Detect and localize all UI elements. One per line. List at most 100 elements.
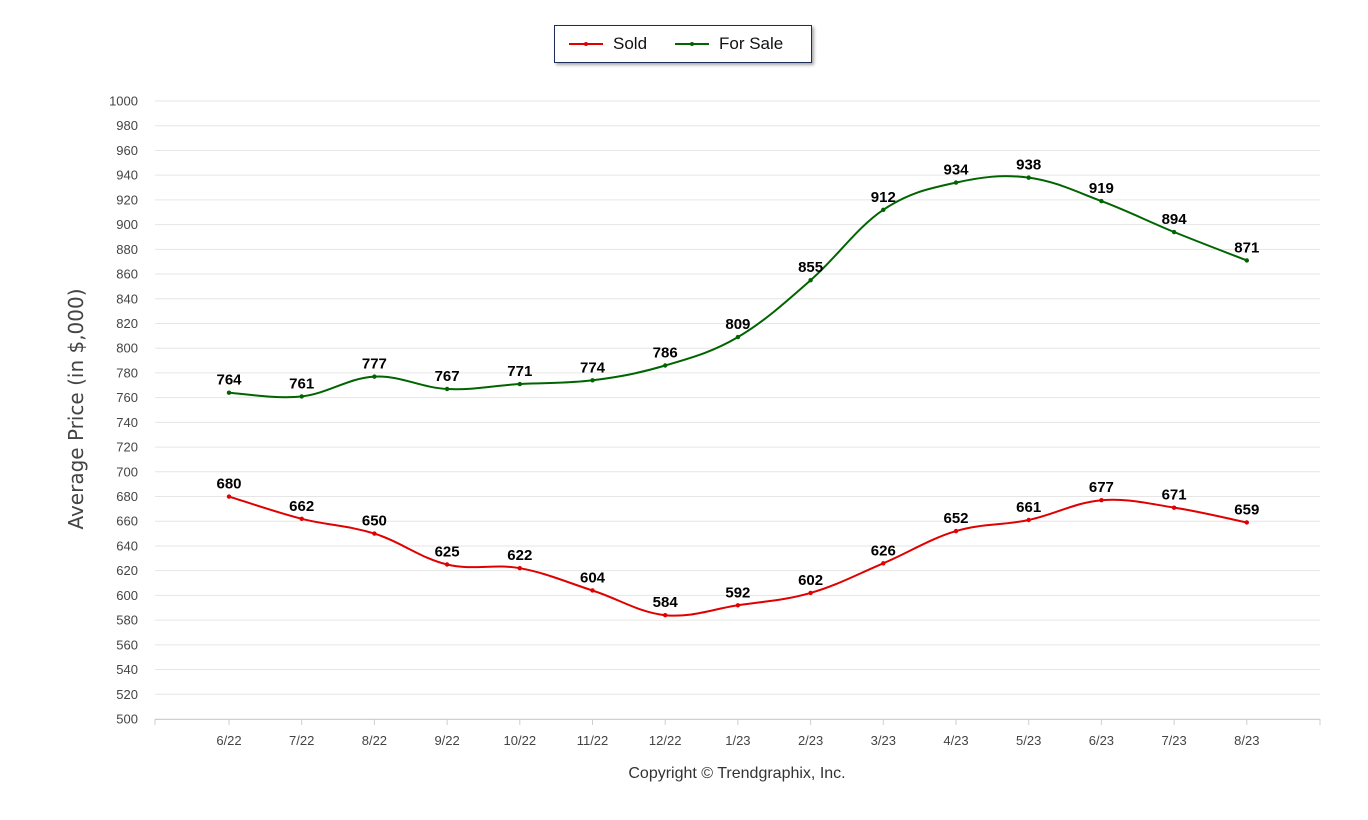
y-tick-label-680: 680 bbox=[116, 489, 138, 504]
data-point-for-sale-9/22 bbox=[444, 386, 450, 392]
data-label-sold-6/23: 677 bbox=[1089, 479, 1114, 496]
data-point-for-sale-7/23 bbox=[1171, 229, 1177, 235]
y-tick-label-580: 580 bbox=[116, 613, 138, 628]
data-label-for-sale-12/22: 786 bbox=[653, 345, 678, 362]
y-axis-label: Average Price (in $,000) bbox=[64, 288, 88, 530]
data-point-for-sale-4/23 bbox=[953, 180, 959, 185]
y-tick-label-860: 860 bbox=[116, 267, 138, 282]
y-tick-label-1000: 1000 bbox=[109, 94, 138, 109]
legend-swatch-sold bbox=[569, 42, 603, 46]
data-point-sold-8/23 bbox=[1244, 520, 1250, 525]
data-label-sold-6/22: 680 bbox=[216, 476, 241, 493]
x-tick-label-6/22: 6/22 bbox=[216, 733, 241, 748]
y-tick-label-540: 540 bbox=[116, 662, 138, 677]
y-tick-label-660: 660 bbox=[116, 514, 138, 529]
y-tick-label-800: 800 bbox=[116, 341, 138, 356]
x-axis: 6/22 7/22 8/22 9/22 10/22 11/22 12/22 1/23 2/23 3… bbox=[154, 719, 1321, 748]
data-label-for-sale-1/23: 809 bbox=[725, 316, 750, 333]
x-tick-label-9/22: 9/22 bbox=[434, 733, 459, 748]
data-point-for-sale-2/23 bbox=[808, 278, 813, 283]
data-label-for-sale-4/23: 934 bbox=[943, 162, 969, 179]
data-label-sold-11/22: 604 bbox=[580, 569, 606, 586]
x-tick-label-5/23: 5/23 bbox=[1016, 733, 1041, 748]
data-label-for-sale-8/22: 777 bbox=[362, 356, 387, 373]
data-label-for-sale-3/23: 912 bbox=[871, 189, 896, 206]
data-label-for-sale-5/23: 938 bbox=[1016, 157, 1041, 174]
data-point-sold-12/22 bbox=[663, 612, 668, 618]
y-tick-label-560: 560 bbox=[116, 637, 138, 652]
data-label-sold-1/23: 592 bbox=[725, 584, 750, 601]
data-point-sold-7/23 bbox=[1171, 505, 1177, 510]
x-tick-label-4/23: 4/23 bbox=[943, 733, 968, 748]
chart-legend: Sold For Sale bbox=[554, 25, 812, 63]
x-tick-label-3/23: 3/23 bbox=[871, 733, 896, 748]
data-label-for-sale-6/22: 764 bbox=[216, 372, 242, 389]
data-point-sold-11/22 bbox=[590, 588, 595, 593]
data-label-for-sale-9/22: 767 bbox=[435, 368, 460, 385]
y-tick-label-840: 840 bbox=[116, 291, 138, 306]
data-point-sold-1/23 bbox=[735, 603, 741, 608]
data-label-for-sale-7/23: 894 bbox=[1162, 211, 1188, 228]
legend-label-sold: Sold bbox=[613, 34, 648, 53]
x-tick-label-8/22: 8/22 bbox=[362, 733, 387, 748]
y-tick-label-600: 600 bbox=[116, 588, 138, 603]
y-tick-label-820: 820 bbox=[116, 316, 138, 331]
data-label-for-sale-10/22: 771 bbox=[507, 363, 532, 380]
y-tick-label-940: 940 bbox=[116, 168, 138, 183]
data-point-for-sale-12/22 bbox=[663, 363, 668, 368]
data-point-sold-6/22 bbox=[226, 494, 232, 499]
data-point-sold-3/23 bbox=[881, 561, 886, 566]
data-label-for-sale-7/22: 761 bbox=[289, 375, 314, 392]
series-lines bbox=[226, 175, 1250, 618]
y-tick-label-900: 900 bbox=[116, 217, 138, 232]
data-label-for-sale-6/23: 919 bbox=[1089, 180, 1114, 197]
data-point-for-sale-10/22 bbox=[517, 381, 522, 387]
y-tick-label-740: 740 bbox=[116, 415, 138, 430]
series-line-for-sale bbox=[228, 175, 1248, 399]
data-point-for-sale-11/22 bbox=[590, 378, 595, 383]
data-point-sold-10/22 bbox=[517, 566, 522, 571]
data-label-for-sale-8/23: 871 bbox=[1234, 239, 1259, 256]
y-tick-label-520: 520 bbox=[116, 687, 138, 702]
data-point-for-sale-8/23 bbox=[1244, 258, 1250, 263]
data-label-sold-3/23: 626 bbox=[871, 542, 896, 559]
y-tick-label-500: 500 bbox=[116, 712, 138, 727]
y-axis-ticks: 500 520 540 560 580 600 620 640 660 680 700 720 740 7… bbox=[109, 94, 138, 727]
x-tick-label-2/23: 2/23 bbox=[798, 733, 823, 748]
data-point-sold-7/22 bbox=[299, 516, 304, 521]
y-tick-label-780: 780 bbox=[116, 365, 138, 380]
y-tick-label-980: 980 bbox=[116, 118, 138, 133]
legend-item-sold[interactable]: Sold bbox=[569, 26, 647, 62]
data-label-sold-8/23: 659 bbox=[1234, 501, 1259, 518]
data-label-sold-8/22: 650 bbox=[362, 513, 387, 530]
data-label-sold-7/22: 662 bbox=[289, 498, 314, 515]
y-tick-label-640: 640 bbox=[116, 538, 138, 553]
legend-swatch-for-sale bbox=[675, 42, 709, 46]
data-point-sold-6/23 bbox=[1099, 498, 1104, 503]
data-label-sold-5/23: 661 bbox=[1016, 499, 1041, 516]
data-label-sold-2/23: 602 bbox=[798, 572, 823, 589]
y-tick-label-920: 920 bbox=[116, 192, 138, 207]
x-tick-label-12/22: 12/22 bbox=[649, 733, 682, 748]
copyright-text: Copyright © Trendgraphix, Inc. bbox=[628, 765, 846, 782]
x-tick-label-7/22: 7/22 bbox=[289, 733, 314, 748]
x-tick-label-1/23: 1/23 bbox=[725, 733, 750, 748]
data-point-sold-9/22 bbox=[444, 562, 450, 567]
grid-lines bbox=[155, 100, 1320, 720]
x-tick-label-7/23: 7/23 bbox=[1161, 733, 1186, 748]
x-tick-label-8/23: 8/23 bbox=[1234, 733, 1259, 748]
y-tick-label-760: 760 bbox=[116, 390, 138, 405]
data-label-sold-9/22: 625 bbox=[435, 544, 460, 561]
y-tick-label-700: 700 bbox=[116, 464, 138, 479]
data-point-for-sale-6/22 bbox=[226, 390, 232, 395]
data-labels: 680 662 650 625 622 604 584 592 602 626 652 661 677 6… bbox=[216, 157, 1259, 612]
data-point-sold-4/23 bbox=[953, 528, 959, 534]
data-point-for-sale-3/23 bbox=[881, 207, 886, 212]
y-tick-label-960: 960 bbox=[116, 143, 138, 158]
y-tick-label-720: 720 bbox=[116, 440, 138, 455]
data-label-sold-7/23: 671 bbox=[1162, 487, 1187, 504]
legend-item-for-sale[interactable]: For Sale bbox=[675, 26, 783, 62]
data-point-sold-8/22 bbox=[372, 531, 377, 536]
data-point-sold-2/23 bbox=[808, 590, 813, 596]
